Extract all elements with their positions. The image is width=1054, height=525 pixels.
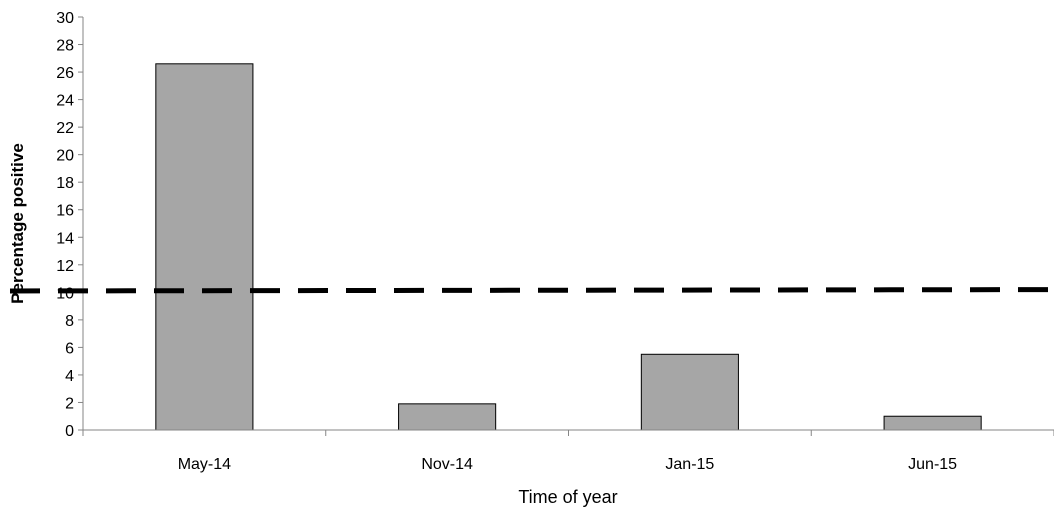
y-axis-title: Percentage positive — [8, 143, 27, 304]
x-tick-label: Jun-15 — [908, 456, 957, 473]
bar — [398, 403, 497, 431]
y-tick-label: 4 — [65, 368, 74, 385]
y-tick-label: 22 — [56, 120, 74, 137]
x-tick-label: Jan-15 — [665, 456, 714, 473]
y-tick-label: 6 — [65, 340, 74, 357]
y-tick-label: 26 — [56, 65, 74, 82]
y-tick-label: 20 — [56, 148, 74, 165]
y-tick-label: 10 — [56, 285, 74, 302]
bars-group — [155, 63, 982, 431]
y-tick-label: 28 — [56, 38, 74, 55]
y-tick-label: 14 — [56, 230, 74, 247]
bar — [155, 63, 254, 431]
x-tick-label: May-14 — [178, 456, 231, 473]
bar — [883, 415, 982, 431]
y-tick-label: 30 — [56, 10, 74, 27]
y-tick-label: 12 — [56, 258, 74, 275]
y-tick-label: 16 — [56, 203, 74, 220]
reference-dashed-line — [9, 287, 1054, 294]
y-tick-label: 2 — [65, 395, 74, 412]
x-tick-label: Nov-14 — [421, 456, 473, 473]
y-tick-label: 0 — [65, 423, 74, 440]
bar — [640, 353, 739, 431]
x-axis-title: Time of year — [518, 487, 617, 507]
y-tick-label: 18 — [56, 175, 74, 192]
x-axis-ticks: May-14 Nov-14 Jan-15 Jun-15 — [82, 430, 1054, 473]
y-tick-label: 8 — [65, 313, 74, 330]
y-tick-label: 24 — [56, 93, 74, 110]
